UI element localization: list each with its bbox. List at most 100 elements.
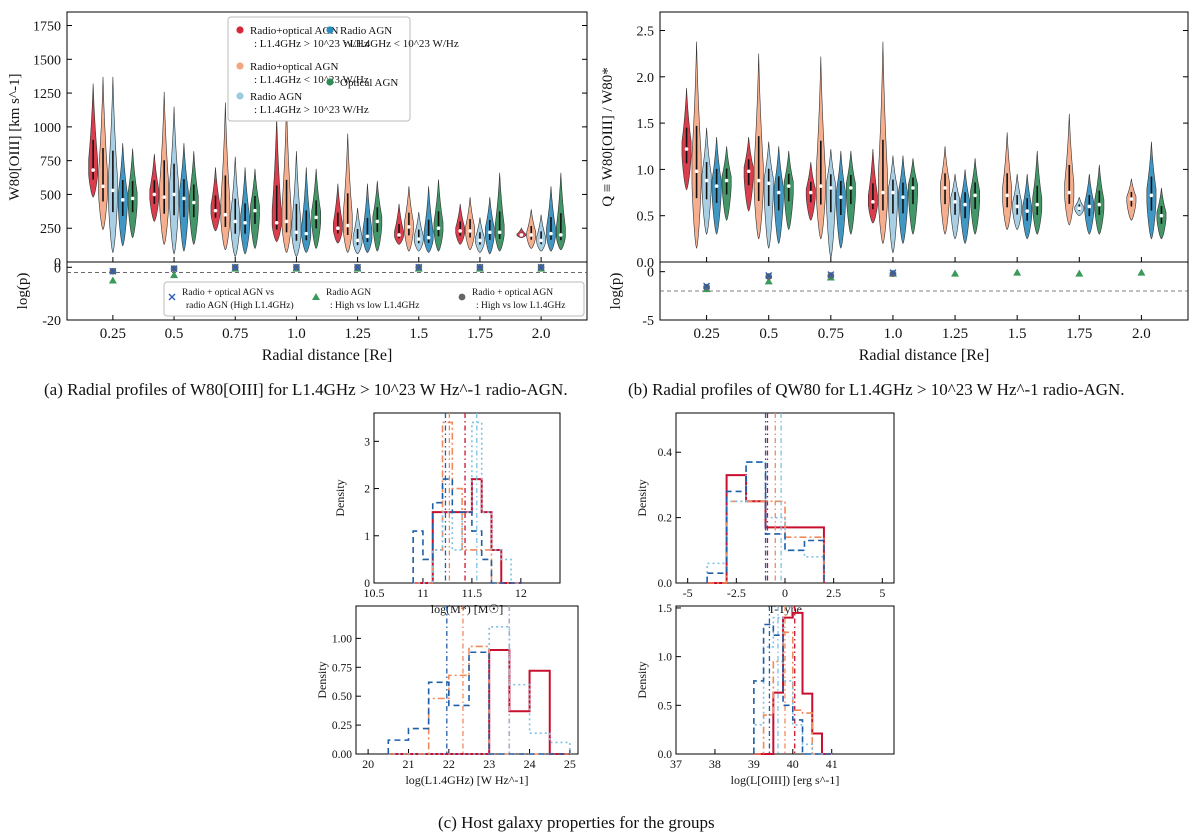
violin-median [694,169,699,174]
y-tick-label: 0 [54,256,61,271]
p-legend-cross [168,293,176,301]
y-tick-label: 1 [364,531,370,543]
hist-panel-c3: 20 21 22 23 24 25 0.00 0.25 0.50 0.75 1.00 log(L1.4… [315,605,579,787]
violin-median [714,184,719,188]
caption-a: (a) Radial profiles of W80[OIII] for L1.… [44,380,568,399]
p-legend-sublabel: : High vs low L1.4GHz [330,301,419,311]
x-tick-label: 0.25 [100,326,126,342]
x-tick-label: 12 [515,586,527,600]
y-tick-label: 1.5 [658,603,673,615]
violin-median [911,186,915,190]
x-tick-label: 0.25 [693,326,719,342]
y-tick-label: 0.5 [637,210,655,225]
violin-median [497,230,502,235]
violin-median [91,168,95,172]
p-tick-label: -5 [642,314,654,329]
x-tick-label: 1.75 [467,326,493,342]
x-tick-label: 0.5 [759,326,778,342]
violin-median [539,238,543,243]
marker-triangle [951,269,960,277]
y-axis-label: Density [333,479,347,516]
violin-median [819,184,823,188]
violin-median [243,221,247,225]
x-tick-label: 2.0 [532,326,551,342]
violin-median [233,219,238,224]
violin-median [684,147,689,151]
x-axis-label: log(L1.4GHz) [W Hz^-1] [405,773,528,787]
y-tick-label: 0 [364,578,370,590]
violin-median [704,178,709,183]
hist-step-orange [413,421,521,584]
hist-step-blue [412,478,521,584]
hist-panel-c4: 37 38 39 40 41 0.0 0.5 1.0 1.5 log(L[OIII]) [erg … [635,603,895,787]
hist-frame [355,605,579,755]
marker-triangle [1013,268,1022,276]
marker-cross [292,263,300,271]
violin-median [829,186,833,190]
violin-median [426,235,431,240]
y-tick-label: 1.00 [332,633,352,645]
violin-median [182,196,186,201]
legend-sublabel: : L1.4GHz > 10^23 W/Hz [254,104,369,116]
violin-median [881,190,885,195]
legend: Radio+optical AGN: L1.4GHz > 10^23 W/HzR… [227,16,459,122]
violin-median [746,169,751,174]
legend-label: Optical AGN [340,77,398,89]
violin-median [549,231,553,236]
hist-step-red [413,478,521,584]
y-axis-label: Density [635,479,649,516]
violin [556,172,566,251]
violin-median [488,230,492,235]
hist-step-blue [387,651,570,755]
marker-triangle [170,271,179,279]
x-tick-label: 20 [362,757,374,771]
violin-median [973,193,977,198]
y-tick-label: 2.5 [637,25,655,40]
x-tick-label: 1.0 [287,326,306,342]
violin-median [1097,202,1102,207]
legend-marker [326,78,334,86]
x-tick-label: 21 [402,757,414,771]
violin-median [130,196,135,201]
violin-median [355,238,360,243]
violin-median [1087,204,1092,209]
x-tick-label: 1.5 [409,326,428,342]
violin-median [953,200,957,204]
violin-median [152,192,157,197]
violin-median [963,202,967,207]
violin-median [478,238,482,243]
marker-cross [765,272,773,280]
x-tick-label: 24 [524,757,536,771]
p-tick-label: 0 [647,266,654,281]
marker-cross [827,271,835,279]
x-tick-label: 23 [483,757,495,771]
violin-median [808,190,813,195]
legend-marker [236,92,244,100]
y-tick-label: 0.4 [658,447,673,459]
x-tick-label: 1.25 [344,326,370,342]
violin-median [871,200,875,204]
marker-cross [231,263,239,271]
x-tick-label: 10.5 [364,586,385,600]
x-tick-label: -5 [683,586,693,600]
x-tick-label: 1.5 [1008,326,1027,342]
p-legend-label: Radio AGN [326,288,371,298]
y-tick-label: 0.0 [658,749,673,761]
marker-triangle [108,276,117,284]
p-legend-triangle [312,293,320,300]
hist-step-red [388,648,570,755]
y-axis-label: W80[OIII] [km s^-1] [7,74,23,201]
violin [271,116,282,243]
p-axis-label: log(p) [608,273,624,310]
violin [342,133,353,253]
p-legend-label: Radio + optical AGN [472,288,553,298]
violin-panel-b: 0.0 0.5 1.0 1.5 2.0 2.5 Q ≡ W80[OIII] / W80* [600,11,1189,271]
p-tick-label: -20 [42,314,61,329]
violin-median [336,226,340,231]
hist-step-red [753,611,832,755]
violin-median [849,186,853,190]
hist-step-lightblue [388,626,571,755]
hist-step-blue [753,623,832,755]
p-legend-circle [458,293,466,301]
